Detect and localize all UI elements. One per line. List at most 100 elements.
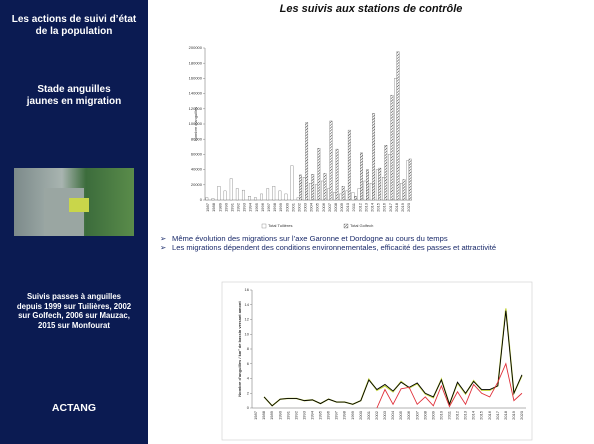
bar bbox=[397, 52, 399, 200]
x-tick-label: 2003 bbox=[382, 410, 387, 420]
x-tick-label: 2013 bbox=[463, 410, 468, 420]
bar bbox=[297, 198, 299, 200]
x-tick-label: 2007 bbox=[327, 202, 332, 212]
y-tick-label: 40000 bbox=[191, 167, 203, 172]
slide: Les actions de suivi d’état de la popula… bbox=[0, 0, 594, 444]
bar bbox=[340, 194, 342, 200]
x-tick-label: 2009 bbox=[430, 410, 435, 420]
x-tick-label: 2001 bbox=[290, 202, 295, 212]
x-tick-label: 2016 bbox=[382, 202, 387, 212]
bar bbox=[409, 159, 411, 200]
x-tick-label: 2009 bbox=[339, 202, 344, 212]
x-tick-label: 2020 bbox=[406, 202, 411, 212]
bar bbox=[230, 179, 232, 200]
x-tick-label: 2006 bbox=[321, 202, 326, 212]
y-tick-label: 12 bbox=[245, 317, 250, 322]
bar bbox=[358, 189, 360, 200]
x-tick-label: 2005 bbox=[315, 202, 320, 212]
x-tick-label: 1997 bbox=[334, 410, 339, 420]
bar bbox=[260, 194, 262, 200]
x-tick-label: 2007 bbox=[414, 410, 419, 420]
bar bbox=[391, 95, 393, 200]
x-tick-label: 2010 bbox=[345, 202, 350, 212]
x-tick-label: 2008 bbox=[333, 202, 338, 212]
x-tick-label: 2019 bbox=[511, 410, 516, 420]
x-tick-label: 2011 bbox=[351, 202, 356, 211]
bar bbox=[315, 185, 317, 200]
y-tick-label: 16 bbox=[245, 287, 250, 292]
x-tick-label: 2001 bbox=[366, 410, 371, 420]
bar bbox=[321, 181, 323, 200]
bar bbox=[336, 149, 338, 200]
bar bbox=[299, 175, 301, 200]
legend-label: Total Tuilières bbox=[268, 223, 292, 228]
x-tick-label: 2014 bbox=[369, 202, 374, 212]
x-tick-label: 2003 bbox=[303, 202, 308, 212]
bar bbox=[236, 189, 238, 200]
line bbox=[264, 311, 522, 406]
x-tick-label: 2017 bbox=[388, 202, 393, 212]
bar bbox=[318, 148, 320, 200]
x-tick-label: 2000 bbox=[358, 410, 363, 420]
y-tick-label: 0 bbox=[200, 197, 203, 202]
x-tick-label: 1990 bbox=[223, 202, 228, 212]
bar bbox=[206, 198, 208, 200]
x-tick-label: 1994 bbox=[248, 202, 253, 212]
x-tick-label: 2004 bbox=[309, 202, 314, 212]
x-tick-label: 1999 bbox=[350, 410, 355, 420]
x-tick-label: 1988 bbox=[211, 202, 216, 212]
x-tick-label: 1989 bbox=[217, 202, 222, 212]
x-tick-label: 2000 bbox=[284, 202, 289, 212]
bar bbox=[354, 196, 356, 200]
x-tick-label: 1999 bbox=[278, 202, 283, 212]
bar bbox=[366, 170, 368, 200]
x-tick-label: 1987 bbox=[205, 202, 210, 212]
x-tick-label: 1987 bbox=[253, 410, 258, 420]
bar bbox=[266, 189, 268, 200]
bar bbox=[327, 189, 329, 200]
bar bbox=[218, 186, 220, 200]
bar bbox=[330, 121, 332, 200]
x-tick-label: 2014 bbox=[471, 410, 476, 420]
bar bbox=[279, 191, 281, 200]
bar bbox=[382, 177, 384, 200]
y-tick-label: 4 bbox=[247, 376, 250, 381]
x-tick-label: 2015 bbox=[376, 202, 381, 212]
y-tick-label: 0 bbox=[247, 405, 250, 410]
bar bbox=[379, 168, 381, 200]
bar bbox=[360, 153, 362, 200]
bar bbox=[273, 186, 275, 200]
x-tick-label: 1996 bbox=[326, 410, 331, 420]
x-tick-label: 1988 bbox=[261, 410, 266, 420]
bar bbox=[312, 174, 314, 200]
y-tick-label: 8 bbox=[247, 346, 250, 351]
x-tick-label: 1992 bbox=[236, 202, 241, 212]
bar bbox=[224, 191, 226, 200]
bar bbox=[364, 181, 366, 200]
bar bbox=[303, 177, 305, 200]
y-tick-label: 14 bbox=[245, 302, 250, 307]
charts: 0200004000060000800001000001200001400001… bbox=[0, 0, 594, 444]
y-axis-label: Nombre d'anguilles bbox=[193, 107, 198, 141]
x-tick-label: 1990 bbox=[277, 410, 282, 420]
line bbox=[377, 364, 522, 408]
legend-label: Total Golfech bbox=[350, 223, 373, 228]
x-tick-label: 2016 bbox=[487, 410, 492, 420]
x-tick-label: 1998 bbox=[342, 410, 347, 420]
x-tick-label: 1995 bbox=[318, 410, 323, 420]
x-tick-label: 2002 bbox=[296, 202, 301, 212]
bar bbox=[333, 192, 335, 200]
x-tick-label: 2018 bbox=[394, 202, 399, 212]
y-tick-label: 10 bbox=[245, 331, 250, 336]
bar bbox=[407, 160, 409, 200]
x-tick-label: 2006 bbox=[406, 410, 411, 420]
bar bbox=[385, 145, 387, 200]
x-tick-label: 2010 bbox=[438, 410, 443, 420]
bar bbox=[346, 191, 348, 200]
bar bbox=[342, 186, 344, 200]
bar bbox=[248, 196, 250, 200]
x-tick-label: 1991 bbox=[285, 410, 290, 420]
bar bbox=[394, 78, 396, 200]
x-tick-label: 2012 bbox=[455, 410, 460, 420]
x-tick-label: 1993 bbox=[242, 202, 247, 212]
